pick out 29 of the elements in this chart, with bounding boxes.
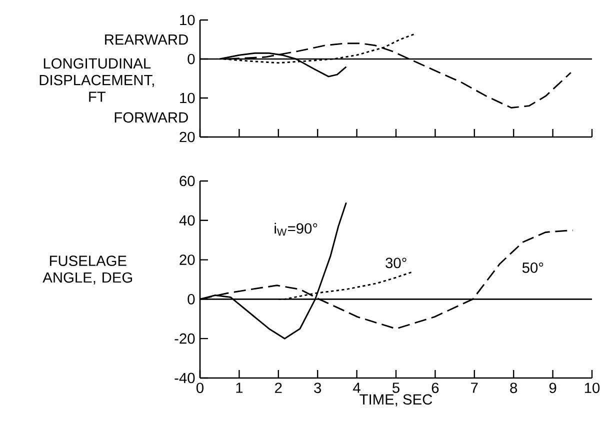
- y-tick-label: 0: [188, 294, 195, 304]
- annotation: i$_{W}$=90°: [274, 222, 318, 236]
- y-tick-label: 0: [188, 54, 195, 64]
- x-tick-label: 5: [392, 382, 400, 393]
- text: FORWARD: [114, 112, 188, 123]
- y-tick-label: -40: [174, 372, 195, 384]
- y-tick-label: 60: [180, 176, 195, 186]
- x-tick-label: 8: [510, 382, 518, 394]
- y-tick-label: 10: [180, 92, 195, 104]
- y-tick-label: 40: [179, 215, 195, 226]
- x-tick-label: 4: [353, 382, 360, 393]
- x-tick-label: 7: [471, 382, 478, 393]
- y-tick-label: 20: [180, 254, 195, 265]
- x-tick-label: 1: [236, 382, 243, 393]
- y-axis-title: FUSELAGE ANGLE, DEG: [42, 256, 132, 284]
- y-tick-label: 10: [180, 14, 195, 26]
- x-tick-label: 6: [432, 382, 439, 394]
- y-tick-label: -20: [174, 333, 195, 344]
- x-tick-label: 9: [549, 382, 556, 394]
- y-tick-label: 20: [180, 132, 195, 142]
- x-tick-label: 10: [584, 382, 600, 394]
- text: REARWARD: [105, 34, 188, 45]
- x-axis-title: TIME, SEC: [360, 394, 432, 406]
- x-tick-label: 3: [314, 382, 322, 394]
- annotation: 30°: [386, 258, 406, 268]
- x-tick-label: 2: [275, 382, 282, 393]
- annotation: 50°: [522, 262, 544, 273]
- y-axis-title: LONGITUDINAL DISPLACEMENT, FT: [40, 58, 154, 102]
- x-tick-label: 0: [196, 382, 204, 394]
